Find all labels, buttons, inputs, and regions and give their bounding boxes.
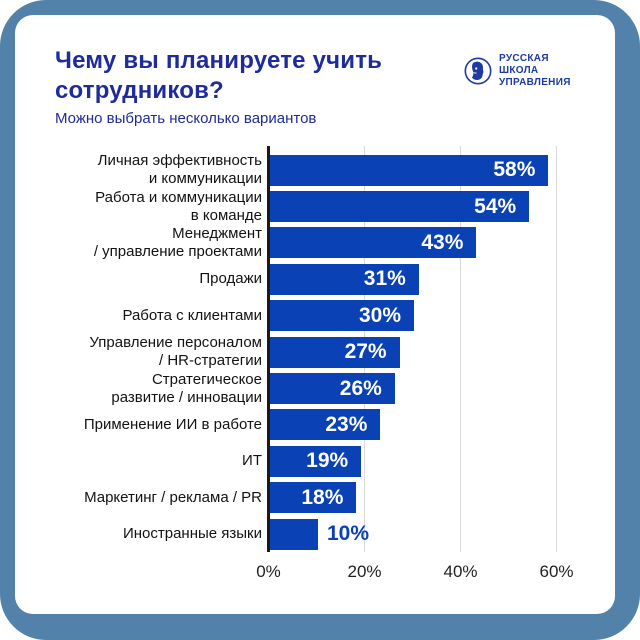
bar-track: 31%: [270, 263, 579, 295]
company-name: РУССКАЯ ШКОЛА УПРАВЛЕНИЯ: [499, 53, 571, 89]
value-label: 43%: [421, 230, 464, 254]
bar-row: Работа и коммуникации в команде 54%: [55, 188, 579, 224]
value-label: 54%: [474, 194, 517, 218]
bar: [270, 263, 419, 295]
gridline-60: [555, 146, 558, 552]
logo-line-2: ШКОЛА: [499, 65, 539, 76]
category-label: Маркетинг / реклама / PR: [84, 488, 262, 506]
bar-track: 10%: [270, 518, 579, 550]
tick-label-60: 60%: [539, 562, 574, 581]
company-logo: РУССКАЯ ШКОЛА УПРАВЛЕНИЯ: [464, 53, 571, 89]
bar: [270, 373, 395, 405]
category-label: Продажи: [199, 270, 262, 288]
bar: [270, 300, 414, 332]
bar-row: Управление персоналом / HR-стратегии 27%: [55, 334, 579, 370]
category-label: Управление персоналом / HR-стратегии: [89, 334, 262, 370]
category-label: Работа с клиентами: [122, 306, 262, 324]
bar-row: Личная эффективность и коммуникации 58%: [55, 152, 579, 188]
bar-row: Продажи 31%: [55, 261, 579, 297]
tick-label-20: 20%: [347, 562, 382, 581]
page-subtitle: Можно выбрать несколько вариантов: [55, 110, 317, 127]
bar-row: Стратегическое развитие / инновации 26%: [55, 370, 579, 406]
bar-rows: Личная эффективность и коммуникации 58% Ра…: [55, 152, 579, 552]
bar: [270, 227, 477, 259]
y-axis-line: [267, 146, 270, 552]
bar: [270, 445, 362, 477]
logo-line-1: РУССКАЯ: [499, 53, 549, 64]
face-profile-circle-icon: [464, 57, 492, 85]
bar-track: 26%: [270, 373, 579, 405]
bar-track: 18%: [270, 482, 579, 514]
category-label: ИТ: [242, 452, 262, 470]
category-label: Работа и коммуникации в команде: [95, 188, 262, 224]
bar-track: 54%: [270, 191, 579, 223]
tick-label-40: 40%: [443, 562, 478, 581]
value-label: 27%: [344, 340, 387, 364]
category-label: Применение ИИ в работе: [83, 415, 262, 433]
gridline-40: [459, 146, 462, 552]
bar: [270, 154, 549, 186]
category-label: Личная эффективность и коммуникации: [97, 152, 262, 188]
category-label: Стратегическое развитие / инновации: [111, 370, 262, 406]
bar-track: 30%: [270, 300, 579, 332]
bar-row: Работа с клиентами 30%: [55, 298, 579, 334]
value-label: 58%: [493, 158, 536, 182]
bar-row: Применение ИИ в работе 23%: [55, 407, 579, 443]
value-label: 23%: [325, 412, 368, 436]
bar-track: 23%: [270, 409, 579, 441]
value-label: 31%: [363, 267, 406, 291]
bar: [270, 336, 400, 368]
bar: [270, 409, 381, 441]
bar-track: 27%: [270, 336, 579, 368]
category-label: Менеджмент / управление проектами: [93, 224, 262, 260]
bar: [270, 191, 530, 223]
value-label: 30%: [358, 303, 401, 327]
x-axis-ticks: 0% 20% 40% 60%: [256, 562, 579, 584]
value-label: 19%: [306, 449, 349, 473]
bar: [270, 482, 357, 514]
value-label: 18%: [301, 485, 344, 509]
bar: [270, 518, 318, 550]
bar-row: ИТ 19%: [55, 443, 579, 479]
bar-track: 19%: [270, 445, 579, 477]
page-title: Чему вы планируете учить сотрудников?: [55, 47, 383, 104]
category-label: Иностранные языки: [122, 525, 262, 543]
bar-row: Иностранные языки 10%: [55, 516, 579, 552]
value-label: 10%: [327, 522, 370, 546]
logo-line-3: УПРАВЛЕНИЯ: [499, 77, 571, 88]
bar-track: 58%: [270, 154, 579, 186]
value-label: 26%: [339, 376, 382, 400]
tick-label-0: 0%: [256, 562, 281, 581]
bar-row: Менеджмент / управление проектами 43%: [55, 225, 579, 261]
bar-row: Маркетинг / реклама / PR 18%: [55, 480, 579, 516]
bar-track: 43%: [270, 227, 579, 259]
chart-card: Чему вы планируете учить сотрудников? Мо…: [15, 15, 615, 614]
